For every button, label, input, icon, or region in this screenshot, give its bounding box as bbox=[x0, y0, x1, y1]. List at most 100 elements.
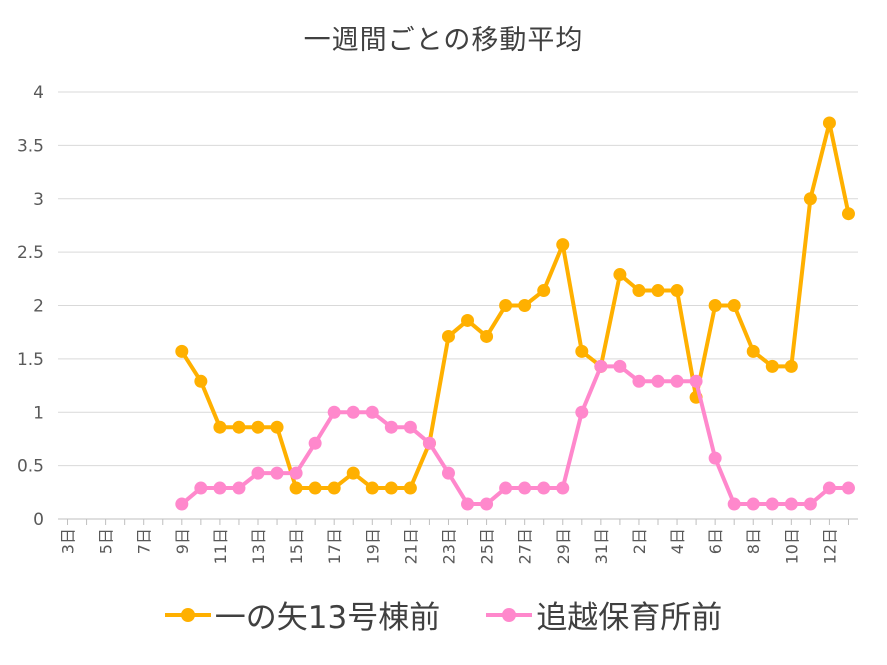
series-2-point bbox=[841, 481, 855, 495]
y-tick-label: 0 bbox=[33, 510, 44, 530]
series-2-point bbox=[784, 497, 798, 511]
x-tick-label: 17日 bbox=[325, 528, 344, 564]
series-1-point bbox=[346, 466, 360, 480]
legend-swatch-orange bbox=[164, 605, 211, 625]
series-1-point bbox=[556, 238, 570, 252]
series-1-point bbox=[613, 268, 627, 282]
series-2-point bbox=[651, 374, 665, 388]
series-1-point bbox=[841, 207, 855, 221]
series-1-point bbox=[746, 344, 760, 358]
y-tick-label: 1.5 bbox=[17, 350, 44, 370]
series-1-point bbox=[518, 299, 532, 312]
series-1-point bbox=[708, 299, 722, 312]
x-tick-label: 27日 bbox=[516, 528, 535, 564]
y-tick-label: 2.5 bbox=[17, 243, 44, 263]
x-tick-label: 15日 bbox=[287, 528, 306, 564]
series-1-point bbox=[537, 284, 551, 298]
legend-item-series-1: 一の矢13号棟前 bbox=[164, 592, 441, 637]
series-2-point bbox=[594, 359, 608, 373]
series-2-point bbox=[461, 497, 475, 511]
y-tick-label: 3 bbox=[33, 190, 44, 210]
series-2-point bbox=[232, 481, 246, 495]
series-2-point bbox=[289, 466, 303, 480]
x-tick-label: 12日 bbox=[820, 528, 839, 564]
x-tick-label: 9日 bbox=[173, 528, 192, 554]
series-2-point bbox=[689, 374, 703, 388]
series-2-point bbox=[480, 497, 494, 511]
series-2-point bbox=[499, 481, 513, 495]
series-1-point bbox=[651, 284, 665, 298]
series-1-point bbox=[327, 481, 341, 495]
series-1-point bbox=[251, 420, 265, 434]
series-2-point bbox=[822, 481, 836, 495]
series-2-point bbox=[441, 466, 455, 480]
x-tick-label: 23日 bbox=[439, 528, 458, 564]
series-2-point bbox=[365, 405, 379, 419]
series-2-point bbox=[632, 374, 646, 388]
x-tick-label: 31日 bbox=[592, 528, 611, 564]
series-2-point bbox=[194, 481, 208, 495]
series-1-point bbox=[365, 481, 379, 495]
series-2-point bbox=[213, 481, 227, 495]
series-1-point bbox=[289, 481, 303, 495]
x-tick-label: 21日 bbox=[401, 528, 420, 564]
series-1-point bbox=[803, 192, 817, 206]
series-1-point bbox=[632, 284, 646, 298]
series-2-point bbox=[727, 497, 741, 511]
series-2-point bbox=[175, 497, 189, 511]
series-2-point bbox=[308, 436, 322, 450]
series-1-point bbox=[765, 359, 779, 373]
series-2 bbox=[175, 359, 855, 511]
y-tick-label: 2 bbox=[33, 297, 44, 317]
x-tick-label: 8日 bbox=[744, 528, 763, 554]
x-tick-label: 13日 bbox=[249, 528, 268, 564]
legend-label-series-2: 追越保育所前 bbox=[536, 600, 723, 636]
series-2-point bbox=[403, 420, 417, 434]
x-tick-label: 5日 bbox=[97, 528, 116, 554]
y-tick-label: 3.5 bbox=[17, 136, 44, 156]
series-1-point bbox=[175, 344, 189, 358]
x-tick-label: 4日 bbox=[668, 528, 687, 554]
x-tick-label: 29日 bbox=[554, 528, 573, 564]
series-1-point bbox=[670, 284, 684, 298]
y-tick-label: 4 bbox=[33, 83, 44, 103]
series-2-point bbox=[518, 481, 532, 495]
series-1-point bbox=[727, 299, 741, 312]
series-1-point bbox=[232, 420, 246, 434]
series-2-point bbox=[537, 481, 551, 495]
series-2-point bbox=[765, 497, 779, 511]
x-tick-label: 25日 bbox=[478, 528, 497, 564]
series-1-point bbox=[441, 329, 455, 343]
series-1-point bbox=[575, 344, 589, 358]
series-2-point bbox=[346, 405, 360, 419]
series-1-point bbox=[384, 481, 398, 495]
series-1-point bbox=[480, 329, 494, 343]
series-2-point bbox=[613, 359, 627, 373]
series-2-point bbox=[556, 481, 570, 495]
series-1-point bbox=[270, 420, 284, 434]
legend-swatch-pink bbox=[486, 605, 533, 625]
legend-label-series-1: 一の矢13号棟前 bbox=[214, 600, 441, 636]
x-axis: 3日 5日 7日 9日 11日 13日 15日 17日 19日 21日 23日 25日 27日 29日 31… bbox=[58, 518, 858, 564]
series-1-point bbox=[784, 359, 798, 373]
series-2-point bbox=[803, 497, 817, 511]
series-1-point bbox=[308, 481, 322, 495]
x-tick-label: 6日 bbox=[706, 528, 725, 554]
series-2-point bbox=[327, 405, 341, 419]
series-2-point bbox=[746, 497, 760, 511]
series-2-point bbox=[670, 374, 684, 388]
series-1-point bbox=[403, 481, 417, 495]
x-tick-label: 7日 bbox=[135, 528, 154, 554]
chart-title: 一週間ごとの移動平均 bbox=[303, 25, 584, 56]
x-tick-label: 3日 bbox=[59, 528, 78, 554]
series-2-line bbox=[179, 364, 851, 507]
series-2-point bbox=[384, 420, 398, 434]
gridlines bbox=[58, 91, 858, 467]
series-2-point bbox=[708, 451, 722, 465]
series-1-point bbox=[822, 116, 836, 130]
series-2-point bbox=[251, 466, 265, 480]
series-2-point bbox=[270, 466, 284, 480]
x-tick-label: 11日 bbox=[211, 528, 230, 564]
y-tick-label: 0.5 bbox=[17, 457, 44, 477]
